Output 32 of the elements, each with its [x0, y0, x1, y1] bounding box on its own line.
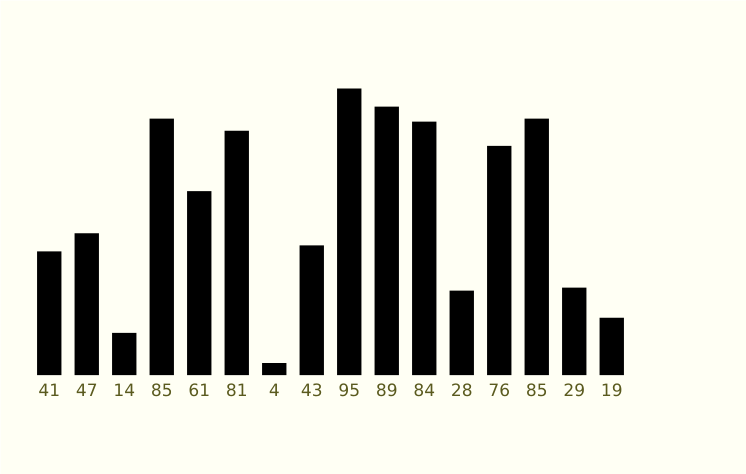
bar	[374, 106, 399, 376]
bar	[262, 363, 286, 376]
bar	[74, 233, 99, 376]
bar	[187, 191, 212, 376]
bar	[487, 146, 512, 376]
data-label: 85	[150, 381, 173, 402]
data-label: 89	[376, 381, 398, 402]
data-label: 41	[38, 381, 60, 402]
bar	[224, 130, 249, 376]
data-label: 19	[600, 381, 623, 402]
bar	[37, 251, 62, 376]
data-label: 29	[563, 381, 586, 402]
bar	[450, 290, 474, 376]
data-label: 76	[488, 381, 510, 402]
bar	[600, 318, 624, 376]
data-label: 28	[450, 381, 473, 402]
data-label: 61	[188, 381, 210, 402]
data-label: 14	[113, 381, 136, 402]
data-label: 47	[76, 381, 98, 402]
data-label: 84	[413, 381, 436, 402]
bar	[562, 288, 586, 376]
bar	[337, 88, 362, 376]
data-label: 43	[300, 381, 323, 402]
bar	[112, 332, 136, 376]
bar	[524, 118, 549, 376]
data-label: 4	[268, 381, 280, 402]
bar	[300, 245, 324, 376]
bar	[412, 122, 436, 376]
data-label: 81	[226, 381, 248, 402]
data-label: 85	[526, 381, 548, 402]
bar	[150, 118, 174, 376]
data-label: 95	[338, 381, 360, 402]
